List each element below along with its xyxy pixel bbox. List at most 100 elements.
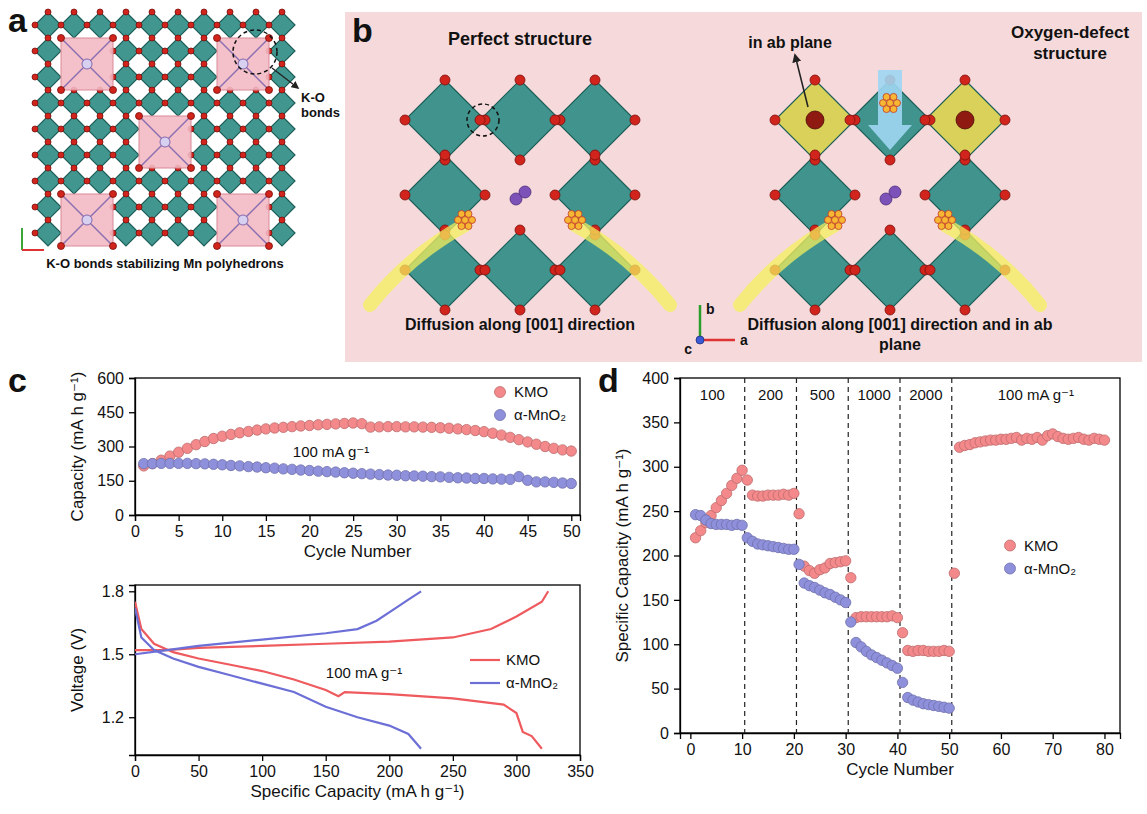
tick: 10 — [734, 733, 752, 758]
oxygen — [58, 191, 65, 198]
tick-label: 45 — [519, 523, 537, 540]
legend-swatch — [1005, 540, 1016, 551]
tick-mark — [742, 733, 743, 739]
tick-label: 200 — [642, 547, 669, 564]
legend-label: KMO — [1024, 537, 1058, 554]
plot-frame — [135, 585, 580, 755]
tick: 0 — [660, 725, 680, 742]
oxygen — [45, 35, 51, 41]
tunnel — [139, 116, 191, 168]
mn-octahedron — [139, 38, 165, 64]
tick: 1.8 — [102, 583, 135, 600]
mn-octahedron — [269, 220, 295, 246]
axis-arrow — [700, 339, 735, 342]
oxygen — [279, 35, 285, 41]
oxygen — [188, 230, 194, 236]
oxygen — [279, 87, 285, 93]
tick-mark — [129, 654, 135, 655]
oxygen — [32, 178, 38, 184]
data-point — [846, 572, 856, 582]
oxygen — [162, 178, 168, 184]
tick-mark — [1053, 733, 1054, 739]
tick-mark — [580, 755, 581, 761]
legend: KMOα-MnO₂ — [495, 383, 567, 423]
tick: 1.5 — [102, 646, 135, 663]
legend-swatch — [495, 410, 506, 421]
mn-octahedron — [165, 220, 191, 246]
mn-octahedron — [113, 116, 139, 142]
mn-octahedron — [139, 64, 165, 90]
rate-label: 1000 — [857, 386, 890, 403]
oxygen — [214, 100, 220, 106]
oxygen — [810, 305, 820, 315]
axis-line — [681, 734, 1121, 740]
tick-mark — [129, 515, 135, 516]
defect-atom — [956, 111, 974, 129]
mn-octahedron — [555, 155, 635, 235]
data-point — [897, 628, 907, 638]
oxygen — [32, 204, 38, 210]
tick-label: 200 — [376, 763, 403, 780]
oxygen — [266, 243, 273, 250]
oxygen — [188, 204, 194, 210]
marks — [135, 591, 548, 748]
mn-octahedron — [217, 168, 243, 194]
tick-mark — [178, 515, 179, 521]
tick-label: 150 — [642, 591, 669, 608]
k-o-bond — [139, 116, 165, 142]
panel-background — [345, 12, 1142, 362]
tick-mark — [353, 515, 354, 521]
callout-line: bonds — [301, 105, 340, 120]
potassium — [82, 59, 92, 69]
tick-mark — [129, 446, 135, 447]
oxygen — [149, 191, 155, 197]
oxygen — [110, 126, 116, 132]
oxygen — [188, 74, 194, 80]
mn-octahedron — [850, 230, 930, 310]
k-o-bond — [61, 220, 87, 246]
oxygen — [71, 139, 77, 145]
mn-octahedron — [35, 64, 61, 90]
oxygen — [400, 190, 410, 200]
highlight — [467, 104, 499, 136]
oxygen — [240, 22, 246, 28]
mn-octahedron — [243, 168, 269, 194]
mn-octahedron — [191, 64, 217, 90]
oxygen — [240, 152, 246, 158]
mn-octahedron — [87, 142, 113, 168]
oxygen — [590, 75, 600, 85]
panel-a: aK-ObondsK-O bonds stabilizing Mn polyhe… — [8, 1, 340, 271]
structure-caption: Diffusion along [001] direction and in a… — [748, 316, 1053, 353]
mn-octahedron — [113, 168, 139, 194]
oxygen — [110, 152, 116, 158]
structure-caption-line: Diffusion along [001] direction — [405, 316, 635, 333]
oxygen — [1000, 190, 1010, 200]
oxygen — [162, 74, 168, 80]
oxygen — [279, 165, 285, 171]
data-point — [892, 612, 902, 622]
tick-label: 60 — [993, 741, 1011, 758]
structure: in ab planeOxygen-defectstructureDiffusi… — [740, 23, 1129, 353]
mn-octahedron — [217, 142, 243, 168]
legend-label: α-MnO₂ — [514, 406, 566, 423]
tick-label: 1.2 — [102, 709, 124, 726]
mn-octahedron — [243, 116, 269, 142]
series-line — [135, 591, 548, 748]
mn-octahedron — [113, 12, 139, 38]
mn-octahedron — [191, 116, 217, 142]
tick-mark — [326, 755, 327, 761]
oxygen — [810, 75, 820, 85]
mn-octahedron — [35, 90, 61, 116]
oxygen — [920, 190, 930, 200]
oxygen — [885, 225, 895, 235]
mn-octahedron — [87, 116, 113, 142]
mn-octahedron — [269, 12, 295, 38]
oxygen — [58, 178, 64, 184]
divider — [744, 378, 745, 733]
tick-mark — [674, 511, 680, 512]
oxygen — [214, 126, 220, 132]
oxygen — [84, 126, 90, 132]
plot-frame — [135, 378, 580, 515]
data-point — [897, 677, 907, 687]
mn-octahedron — [165, 38, 191, 64]
